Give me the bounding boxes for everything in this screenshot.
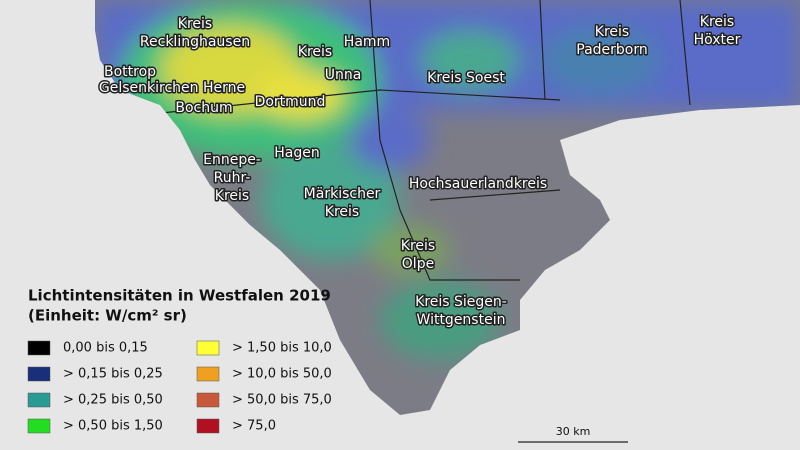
region-label: Ruhr- [214, 170, 251, 186]
region-label: Hagen [274, 145, 319, 161]
legend: 0,00 bis 0,15 > 0,15 bis 0,25 > 0,25 bis 0… [27, 340, 332, 434]
legend-label: > 10,0 bis 50,0 [232, 367, 332, 382]
region-labels: Kreis Recklinghausen BottropGelsenkirchen … [97, 13, 742, 330]
legend-swatch [196, 418, 220, 434]
region-label: Dortmund [255, 94, 326, 110]
scale-bar: 30 km [518, 425, 628, 443]
region-label: Kreis Soest [427, 70, 505, 86]
legend-label: > 1,50 bis 10,0 [232, 341, 332, 356]
legend-swatch [196, 340, 220, 356]
region-label: Kreis [298, 44, 332, 60]
region-label: Ennepe- [203, 152, 261, 168]
legend-swatch [27, 340, 51, 356]
region-label: Recklinghausen [140, 34, 250, 50]
region-label: Bochum [175, 100, 232, 116]
region-label: Märkischer [304, 186, 381, 202]
legend-label: > 0,50 bis 1,50 [63, 419, 163, 434]
legend-swatch [196, 392, 220, 408]
region-label: Hamm [344, 34, 390, 50]
region-label: Kreis [401, 238, 435, 254]
region-label: Unna [325, 67, 362, 83]
region-label: Wittgenstein [417, 312, 506, 328]
region-label: Kreis Siegen- [415, 294, 507, 310]
region-label: Höxter [694, 32, 741, 48]
legend-label: > 0,25 bis 0,50 [63, 393, 163, 408]
region-label: Olpe [402, 256, 434, 272]
legend-swatch [27, 366, 51, 382]
legend-swatch [27, 392, 51, 408]
legend-swatch [196, 366, 220, 382]
region-label: Gelsenkirchen Herne [99, 80, 245, 96]
region-label: Kreis [595, 24, 629, 40]
region-label: Hochsauerlandkreis [409, 176, 547, 192]
region-label: Kreis [215, 188, 249, 204]
legend-label: > 50,0 bis 75,0 [232, 393, 332, 408]
legend-label: 0,00 bis 0,15 [63, 341, 148, 356]
legend-label: > 75,0 [232, 419, 276, 434]
region-label: Kreis [325, 204, 359, 220]
legend-swatch [27, 418, 51, 434]
region-label: Kreis [178, 16, 212, 32]
scale-label: 30 km [556, 425, 591, 438]
legend-label: > 0,15 bis 0,25 [63, 367, 163, 382]
legend-subtitle: (Einheit: W/cm² sr) [28, 307, 187, 325]
region-label: Bottrop [104, 64, 156, 80]
legend-title: Lichtintensitäten in Westfalen 2019 [28, 287, 331, 305]
region-label: Kreis [700, 14, 734, 30]
region-label: Paderborn [576, 42, 647, 58]
